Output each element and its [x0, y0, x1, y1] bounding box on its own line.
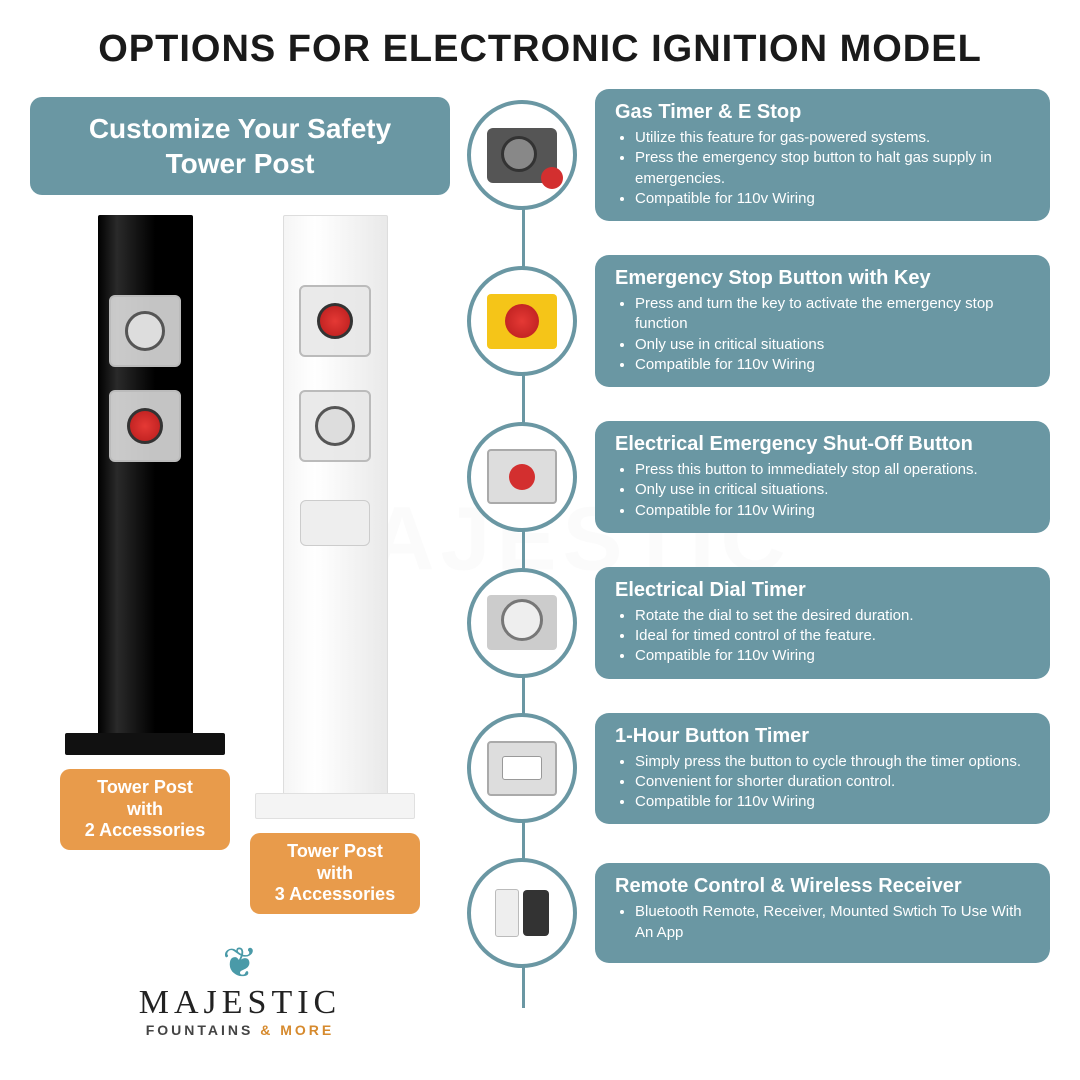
option-title: Electrical Dial Timer [615, 579, 1030, 602]
option-icon-circle [467, 858, 577, 968]
tower-label-text: 3 Accessories [275, 884, 395, 904]
option-bullet: Compatible for 110v Wiring [635, 501, 1030, 521]
option-bullets: Utilize this feature for gas-powered sys… [615, 128, 1030, 209]
logo-subtitle: FOUNTAINS & MORE [30, 1022, 450, 1038]
content: Customize Your Safety Tower Post Tower P… [0, 89, 1080, 1038]
option-bullet: Simply press the button to cycle through… [635, 752, 1030, 772]
option-row: Electrical Dial Timer Rotate the dial to… [532, 567, 1050, 679]
option-bullets: Press and turn the key to activate the e… [615, 294, 1030, 375]
page-title: OPTIONS FOR ELECTRONIC IGNITION MODEL [0, 0, 1080, 89]
option-bullets: Bluetooth Remote, Receiver, Mounted Swti… [615, 902, 1030, 943]
logo-crest-icon: ❦ [30, 942, 450, 984]
tower-1: Tower Post with 2 Accessories [60, 215, 230, 914]
option-row: Emergency Stop Button with Key Press and… [532, 255, 1050, 387]
option-title: Gas Timer & E Stop [615, 101, 1030, 124]
option-row: Remote Control & Wireless Receiver Bluet… [532, 858, 1050, 968]
option-bullet: Convenient for shorter duration control. [635, 772, 1030, 792]
tower-label-text: with [317, 863, 353, 883]
option-icon-circle [467, 422, 577, 532]
logo-name: MAJESTIC [30, 984, 450, 1022]
option-bullets: Simply press the button to cycle through… [615, 752, 1030, 813]
option-bullet: Compatible for 110v Wiring [635, 189, 1030, 209]
tower-label-text: 2 Accessories [85, 820, 205, 840]
tower-label-1: Tower Post with 2 Accessories [60, 769, 230, 850]
tower-label-2: Tower Post with 3 Accessories [250, 833, 420, 914]
option-card: Remote Control & Wireless Receiver Bluet… [595, 863, 1050, 963]
option-bullet: Compatible for 110v Wiring [635, 355, 1030, 375]
option-title: Emergency Stop Button with Key [615, 267, 1030, 290]
option-bullet: Press this button to immediately stop al… [635, 460, 1030, 480]
customize-heading: Customize Your Safety Tower Post [30, 97, 450, 195]
option-bullet: Rotate the dial to set the desired durat… [635, 606, 1030, 626]
shutoff-icon [487, 449, 557, 504]
option-bullet: Utilize this feature for gas-powered sys… [635, 128, 1030, 148]
option-bullet: Only use in critical situations [635, 335, 1030, 355]
option-title: Electrical Emergency Shut-Off Button [615, 433, 1030, 456]
timer-icon [487, 128, 557, 183]
option-bullets: Rotate the dial to set the desired durat… [615, 606, 1030, 667]
option-card: Emergency Stop Button with Key Press and… [595, 255, 1050, 387]
tower-black-illustration [60, 215, 230, 755]
option-row: Electrical Emergency Shut-Off Button Pre… [532, 421, 1050, 533]
estop-icon [487, 294, 557, 349]
option-bullet: Press the emergency stop button to halt … [635, 148, 1030, 189]
option-title: 1-Hour Button Timer [615, 725, 1030, 748]
option-card: Electrical Emergency Shut-Off Button Pre… [595, 421, 1050, 533]
option-bullets: Press this button to immediately stop al… [615, 460, 1030, 521]
options-column: Gas Timer & E Stop Utilize this feature … [462, 89, 1050, 1038]
tower-accessory-icon [299, 285, 371, 357]
tower-accessory-icon [109, 295, 181, 367]
option-icon-circle [467, 100, 577, 210]
dial-icon [487, 595, 557, 650]
brand-logo: ❦ MAJESTIC FOUNTAINS & MORE [30, 942, 450, 1038]
option-icon-circle [467, 713, 577, 823]
towers-row: Tower Post with 2 Accessories Tower Post… [30, 215, 450, 914]
option-bullet: Only use in critical situations. [635, 480, 1030, 500]
option-row: 1-Hour Button Timer Simply press the but… [532, 713, 1050, 825]
tower-label-text: Tower Post [97, 777, 193, 797]
tower-accessory-icon [300, 500, 370, 546]
option-card: 1-Hour Button Timer Simply press the but… [595, 713, 1050, 825]
option-bullet: Compatible for 110v Wiring [635, 646, 1030, 666]
logo-sub-text: FOUNTAINS [146, 1022, 261, 1038]
tower-accessory-icon [299, 390, 371, 462]
option-title: Remote Control & Wireless Receiver [615, 875, 1030, 898]
option-icon-circle [467, 266, 577, 376]
option-icon-circle [467, 568, 577, 678]
option-row: Gas Timer & E Stop Utilize this feature … [532, 89, 1050, 221]
left-column: Customize Your Safety Tower Post Tower P… [30, 89, 450, 1038]
option-card: Electrical Dial Timer Rotate the dial to… [595, 567, 1050, 679]
option-bullet: Ideal for timed control of the feature. [635, 626, 1030, 646]
tower-label-text: Tower Post [287, 841, 383, 861]
remote-icon [487, 886, 557, 941]
tower-label-text: with [127, 799, 163, 819]
option-bullet: Compatible for 110v Wiring [635, 792, 1030, 812]
btntimer-icon [487, 741, 557, 796]
tower-white-illustration [250, 215, 420, 819]
tower-accessory-icon [109, 390, 181, 462]
option-card: Gas Timer & E Stop Utilize this feature … [595, 89, 1050, 221]
tower-2: Tower Post with 3 Accessories [250, 215, 420, 914]
option-bullet: Bluetooth Remote, Receiver, Mounted Swti… [635, 902, 1030, 943]
logo-sub-amp: & MORE [260, 1022, 334, 1038]
option-bullet: Press and turn the key to activate the e… [635, 294, 1030, 335]
